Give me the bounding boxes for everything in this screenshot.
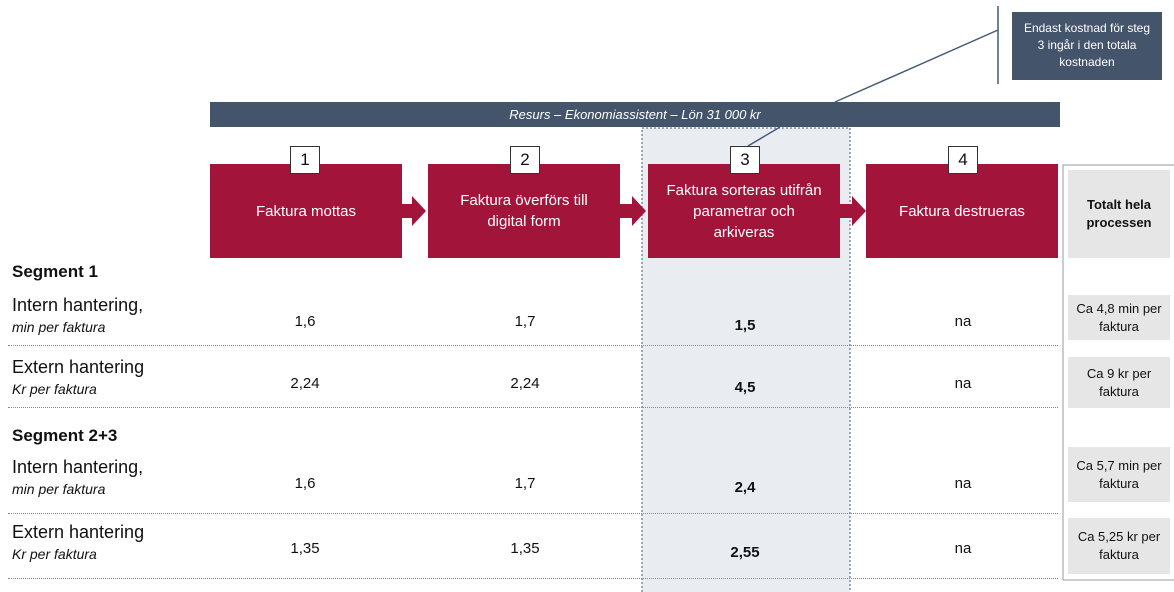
segment-title: Segment 2+3 bbox=[12, 426, 118, 445]
cell-value: 1,6 bbox=[294, 475, 316, 492]
row-unit: min per faktura bbox=[12, 319, 106, 335]
cell-value: na bbox=[954, 313, 972, 330]
step-number: 1 bbox=[290, 146, 320, 174]
cell-value: 1,7 bbox=[514, 313, 536, 330]
step-number: 4 bbox=[948, 146, 978, 174]
callout: Endast kostnad för steg 3 ingår i den to… bbox=[1012, 12, 1162, 80]
cell-value: 1,6 bbox=[294, 313, 316, 330]
cell-value: na bbox=[954, 540, 972, 557]
step-number: 2 bbox=[510, 146, 540, 174]
cell-value: 2,24 bbox=[510, 375, 540, 392]
row-unit: Kr per faktura bbox=[12, 546, 97, 562]
arrows bbox=[400, 196, 866, 226]
total-frame bbox=[1062, 164, 1174, 581]
cell-value: 1,7 bbox=[514, 475, 536, 492]
row-separator bbox=[8, 407, 1058, 408]
row-separator bbox=[8, 578, 1058, 579]
banner: Resurs – Ekonomiassistent – Lön 31 000 k… bbox=[210, 102, 1060, 127]
segment-title: Segment 1 bbox=[12, 262, 98, 281]
step-box: Faktura mottas bbox=[210, 164, 402, 258]
cell-value: 4,5 bbox=[734, 379, 756, 396]
step-number: 3 bbox=[730, 146, 760, 174]
total-header: Totalt hela processen bbox=[1068, 170, 1170, 258]
row-label: Intern hantering, bbox=[12, 295, 144, 315]
step-box: Faktura sorteras utifrån parametrar och … bbox=[648, 164, 840, 258]
callout-pointer bbox=[747, 126, 781, 147]
total-cell: Ca 5,25 kr per faktura bbox=[1068, 518, 1170, 574]
total-cell: Ca 9 kr per faktura bbox=[1068, 357, 1170, 408]
cell-value: 1,5 bbox=[734, 317, 756, 334]
row-label: Extern hantering bbox=[12, 522, 145, 542]
cell-value: na bbox=[954, 375, 972, 392]
row-separator bbox=[8, 345, 1058, 346]
total-cell: Ca 4,8 min per faktura bbox=[1068, 295, 1170, 340]
cell-value: 2,24 bbox=[290, 375, 320, 392]
row-label: Extern hantering bbox=[12, 357, 145, 377]
row-unit: Kr per faktura bbox=[12, 381, 97, 397]
cell-value: 2,4 bbox=[734, 479, 756, 496]
total-cell: Ca 5,7 min per faktura bbox=[1068, 447, 1170, 502]
cell-value: 1,35 bbox=[290, 540, 320, 557]
callout-pointer bbox=[834, 29, 999, 103]
cell-value: 2,55 bbox=[730, 544, 760, 561]
row-separator bbox=[8, 513, 1058, 514]
cell-value: na bbox=[954, 475, 972, 492]
row-label: Intern hantering, bbox=[12, 457, 144, 477]
step-box: Faktura överförs till digital form bbox=[428, 164, 620, 258]
row-unit: min per faktura bbox=[12, 481, 106, 497]
step-box: Faktura destrueras bbox=[866, 164, 1058, 258]
cell-value: 1,35 bbox=[510, 540, 540, 557]
